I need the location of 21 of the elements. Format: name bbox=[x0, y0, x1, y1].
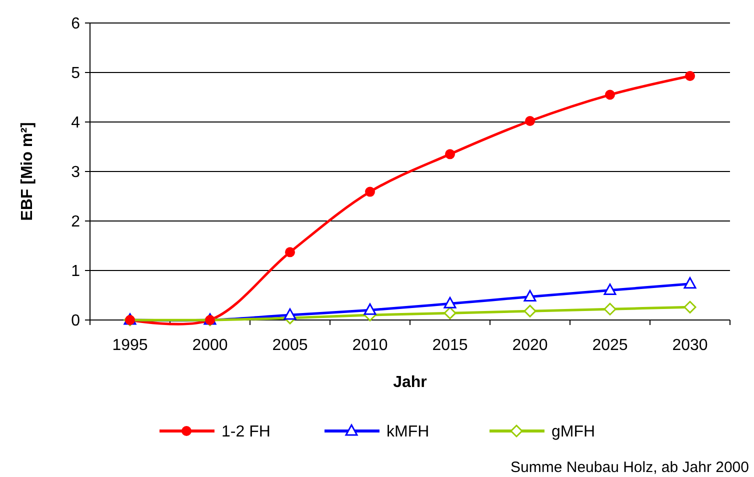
legend-label: gMFH bbox=[552, 424, 596, 441]
x-tick-label: 1995 bbox=[112, 337, 148, 354]
y-tick-label: 4 bbox=[71, 114, 80, 132]
legend-label: 1-2 FH bbox=[222, 424, 270, 441]
x-tick-label: 2010 bbox=[352, 337, 388, 354]
x-tick-label: 2015 bbox=[432, 337, 468, 354]
x-tick-label: 2005 bbox=[272, 337, 308, 354]
x-tick-label: 2030 bbox=[672, 337, 708, 354]
x-tick-label: 2000 bbox=[192, 337, 228, 354]
x-axis-title: Jahr bbox=[393, 374, 427, 391]
y-tick-label: 6 bbox=[71, 16, 80, 33]
x-tick-label: 2025 bbox=[592, 337, 628, 354]
y-tick-label: 1 bbox=[71, 263, 80, 280]
y-axis-title: EBF [Mio m²] bbox=[19, 122, 36, 221]
text: Summe Neubau Holz, ab Jahr 2000 bbox=[510, 459, 749, 476]
legend-label: kMFH bbox=[386, 424, 430, 441]
x-tick-label: 2020 bbox=[512, 337, 548, 354]
y-tick-label: 0 bbox=[71, 312, 80, 330]
y-tick-label: 5 bbox=[71, 65, 80, 82]
y-tick-label: 3 bbox=[71, 164, 80, 182]
y-tick-label: 2 bbox=[71, 214, 80, 231]
